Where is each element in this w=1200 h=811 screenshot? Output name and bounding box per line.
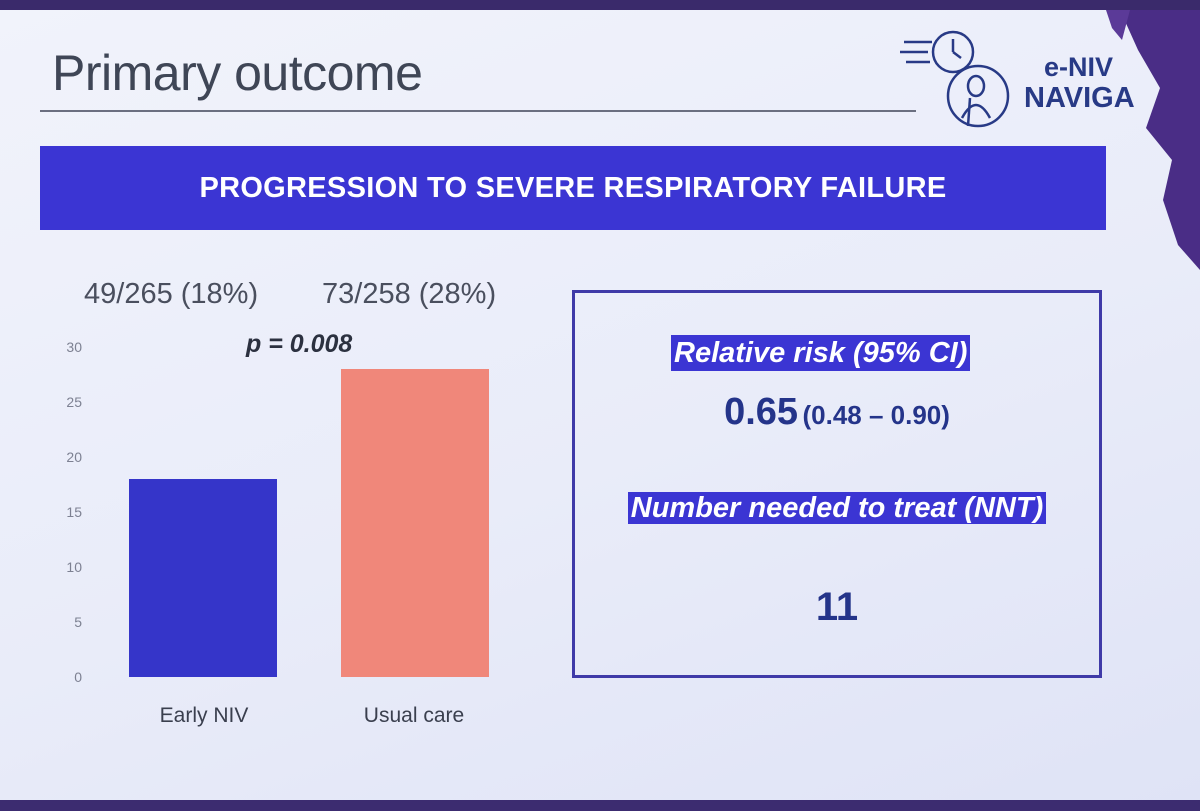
relative-risk-ci: (0.48 – 0.90) [802, 400, 950, 430]
bar-early-niv [129, 479, 277, 677]
relative-risk-line: 0.65 (0.48 – 0.90) [575, 391, 1099, 434]
bar-usual-care [341, 369, 489, 677]
slide: Primary outcome e-NIV NAVIGA PROGRESSION… [0, 10, 1200, 800]
title-divider [40, 110, 916, 112]
p-value: p = 0.008 [246, 330, 353, 358]
x-category-label: Usual care [364, 704, 464, 727]
outcome-banner: PROGRESSION TO SEVERE RESPIRATORY FAILUR… [40, 146, 1106, 230]
nnt-label-wrapper: Number needed to treat (NNT) [575, 489, 1099, 527]
y-tick-label: 30 [66, 339, 82, 355]
e-niv-navigator-logo: e-NIV NAVIGA [898, 22, 1158, 134]
stats-box: Relative risk (95% CI) 0.65 (0.48 – 0.90… [572, 290, 1102, 678]
y-tick-label: 0 [74, 669, 82, 685]
relative-risk-label: Relative risk (95% CI) [671, 335, 971, 371]
screen-bottom-edge [0, 800, 1200, 811]
nnt-label: Number needed to treat (NNT) [627, 492, 1047, 524]
bar-chart: 0 5 10 15 20 25 30 Early NIV Usual care [66, 339, 489, 727]
y-tick-label: 5 [74, 614, 82, 630]
logo-text-line2: NAVIGA [1024, 82, 1135, 114]
x-category-label: Early NIV [160, 704, 249, 727]
y-tick-label: 20 [66, 449, 82, 465]
y-tick-label: 15 [66, 504, 82, 520]
logo-text-line1: e-NIV [1044, 52, 1114, 82]
y-tick-label: 10 [66, 559, 82, 575]
usual-care-count: 73/258 (28%) [322, 278, 497, 310]
relative-risk-value: 0.65 [724, 391, 799, 433]
y-tick-label: 25 [66, 394, 82, 410]
nnt-value: 11 [815, 585, 859, 629]
clock-mask-icon [900, 30, 1010, 128]
early-niv-count: 49/265 (18%) [84, 278, 259, 310]
corner-decoration [1106, 10, 1200, 270]
slide-title: Primary outcome [52, 45, 423, 101]
